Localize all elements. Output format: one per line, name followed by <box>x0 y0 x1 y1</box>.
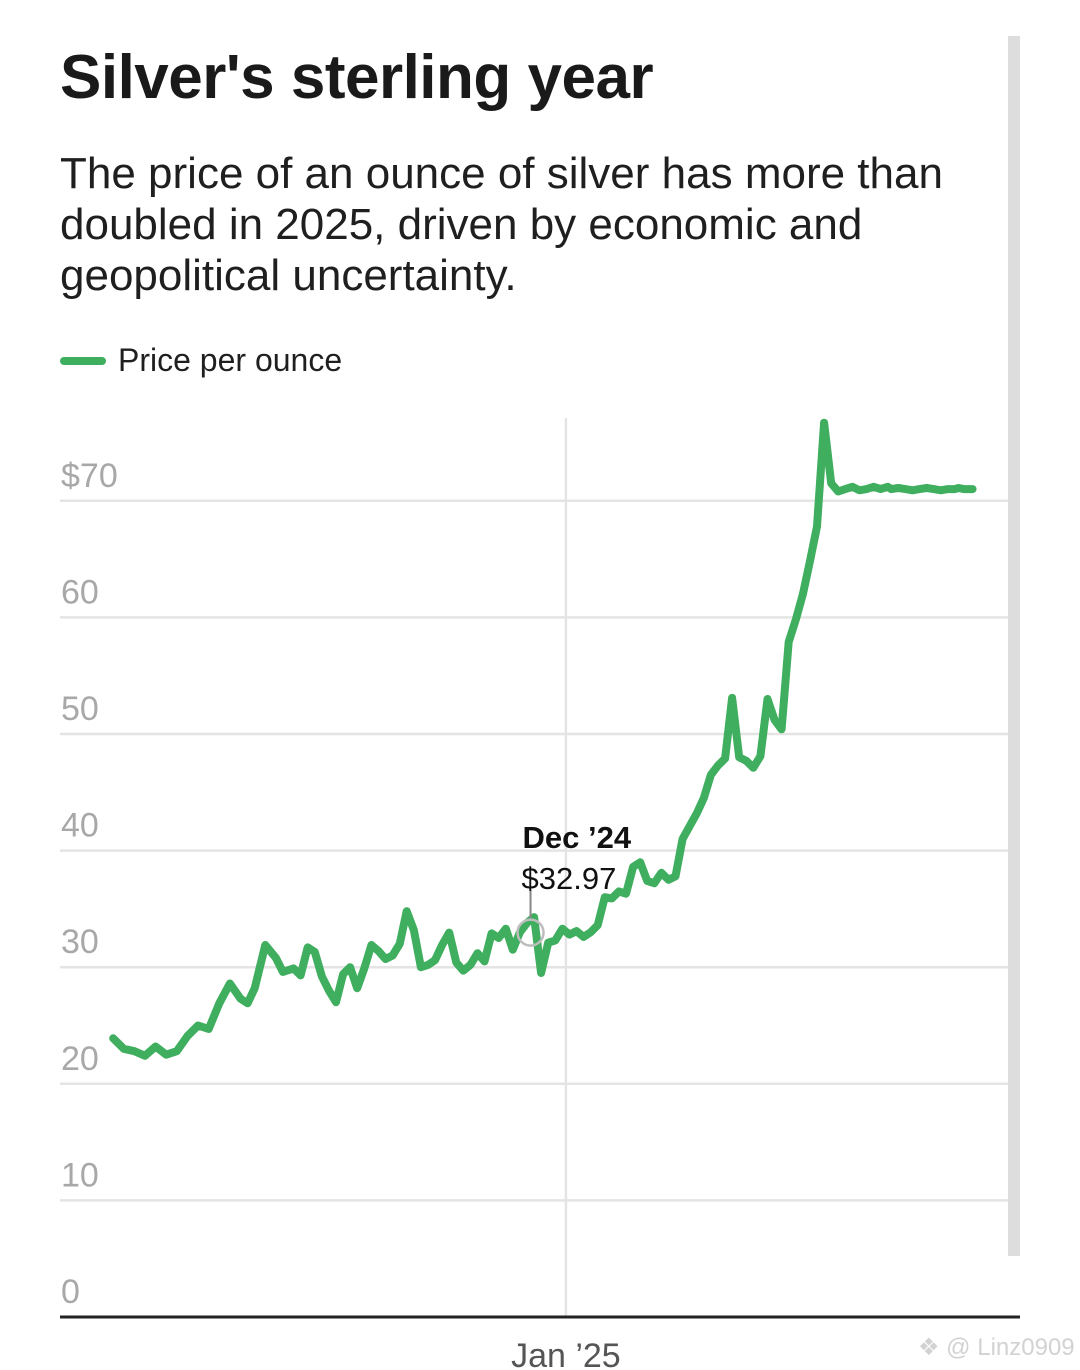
chart-legend: Price per ounce <box>60 342 342 379</box>
subtitle-line: The price of an ounce of silver has more… <box>60 149 943 198</box>
scrollbar[interactable] <box>1008 36 1020 1256</box>
legend-swatch <box>60 356 106 365</box>
legend-label: Price per ounce <box>118 342 343 378</box>
y-tick-label: 30 <box>61 923 99 961</box>
annotation-value: $32.97 <box>522 861 617 896</box>
series-line <box>109 418 977 1060</box>
chart-title: Silver's sterling year <box>60 43 654 112</box>
y-tick-label: 50 <box>61 690 99 728</box>
annotation-title: Dec ’24 <box>523 820 632 855</box>
y-tick-label: 60 <box>61 573 99 611</box>
annotation-marker <box>516 918 545 947</box>
subtitle-line: geopolitical uncertainty. <box>60 251 517 300</box>
y-tick-label: 20 <box>61 1040 99 1078</box>
subtitle-line: doubled in 2025, driven by economic and <box>60 200 863 249</box>
y-tick-label: 0 <box>61 1273 80 1311</box>
x-tick-label: Jan ’25 <box>511 1337 621 1370</box>
watermark: ❖ @ Linz0909 <box>918 1334 1075 1361</box>
y-tick-label: 10 <box>61 1156 99 1194</box>
y-tick-label: 40 <box>61 807 99 845</box>
y-tick-label: $70 <box>61 457 118 495</box>
chart-subtitle: The price of an ounce of silver has more… <box>60 148 1010 301</box>
